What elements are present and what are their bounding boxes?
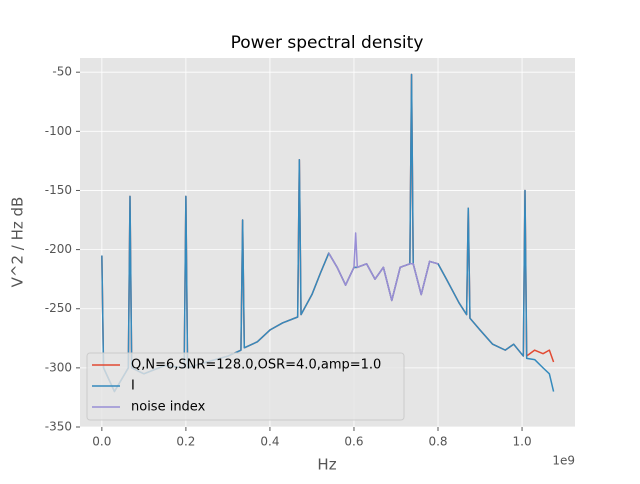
- y-tick-label: -300: [45, 360, 72, 374]
- x-tick-label: 0.6: [344, 435, 363, 449]
- y-axis-label: V^2 / Hz dB: [9, 197, 27, 288]
- y-tick-label: -150: [45, 183, 72, 197]
- chart-title: Power spectral density: [231, 33, 424, 53]
- y-tick-label: -350: [45, 420, 72, 434]
- x-tick-label: 0.2: [176, 435, 195, 449]
- legend-label: Q,N=6,SNR=128.0,OSR=4.0,amp=1.0: [131, 358, 381, 373]
- x-tick-label: 0.8: [428, 435, 447, 449]
- y-tick-label: -250: [45, 301, 72, 315]
- legend-label: noise index: [131, 400, 206, 415]
- line-series: [101, 73, 555, 393]
- legend-label: I: [131, 379, 135, 394]
- y-tick-label: -100: [45, 124, 72, 138]
- x-tick-label: 0.4: [260, 435, 279, 449]
- x-tick-label: 0.0: [92, 435, 111, 449]
- legend-box: [86, 352, 405, 421]
- x-offset-label: 1e9: [552, 454, 575, 468]
- x-tick-label: 1.0: [513, 435, 532, 449]
- line-series: [328, 232, 439, 302]
- x-axis-label: Hz: [317, 456, 336, 474]
- y-tick-label: -200: [45, 242, 72, 256]
- y-tick-label: -50: [52, 65, 72, 79]
